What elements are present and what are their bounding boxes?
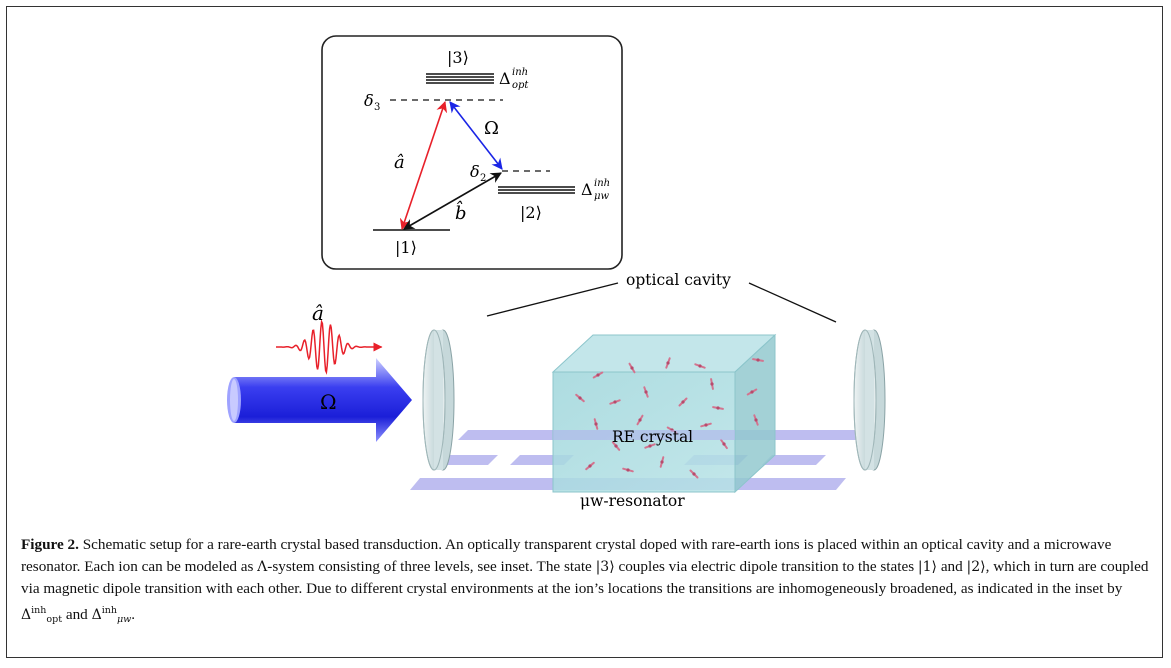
rare-earth-ion-center: [613, 400, 617, 404]
level-diagram-inset: |3⟩ Δ inh opt δ 3 δ 2 |2⟩ Δ inh μw: [321, 35, 623, 270]
caption-text-3: couples via electric dipole transition t…: [614, 557, 918, 575]
crystal-label: RE crystal: [612, 428, 693, 446]
rare-earth-ion-center: [704, 423, 708, 427]
probe-wave-packet: [276, 319, 383, 375]
probe-label: â: [312, 301, 324, 325]
b-transition-arrow: [403, 172, 502, 230]
broad-opt-sub: opt: [512, 80, 529, 91]
delta-3-label: δ: [364, 91, 374, 110]
omega-label: Ω: [484, 118, 499, 139]
caption-text-4: and: [937, 557, 967, 575]
a-hat-label: â: [394, 152, 405, 173]
broad-opt-symbol: Δ: [499, 69, 511, 88]
rare-earth-ion-center: [756, 358, 760, 362]
rare-earth-ion-center: [614, 444, 618, 448]
caption-text-2: -system consisting of three levels, see …: [267, 557, 596, 575]
left-cavity-mirror: [422, 329, 455, 471]
caption-text-6: and: [62, 605, 92, 623]
caption-ket-3: |3⟩: [595, 558, 615, 575]
rare-earth-ion-center: [750, 390, 754, 394]
caption-text-5: , which in turn are coupled via magnetic…: [21, 557, 1149, 598]
resonator-label: μw-resonator: [580, 492, 685, 510]
setup-illustration: optical cavity: [227, 271, 886, 510]
b-hat-label: b̂: [455, 199, 467, 224]
rare-earth-ion-center: [630, 366, 634, 370]
rare-earth-ion-center: [722, 442, 726, 446]
figure-illustration: |3⟩ Δ inh opt δ 3 δ 2 |2⟩ Δ inh μw: [227, 35, 886, 510]
right-cavity-mirror: [853, 329, 886, 471]
level-2-label: |2⟩: [520, 203, 542, 222]
caption-label: Figure 2.: [21, 536, 79, 553]
rare-earth-ion-center: [596, 373, 600, 377]
resonator-overlay: [553, 430, 735, 440]
cavity-pointer-right: [748, 282, 837, 323]
inset-box: [321, 35, 623, 270]
caption-delta-opt: Δinhopt: [21, 604, 63, 625]
caption-delta-mw: Δinhμw: [91, 604, 132, 625]
rare-earth-ion-center: [626, 468, 630, 472]
rare-earth-ion-center: [716, 406, 720, 410]
caption-text-7: .: [131, 605, 136, 623]
level-3-band: [426, 73, 494, 84]
rare-earth-ion-center: [710, 382, 714, 386]
figure-caption: Figure 2. Schematic setup for a rare-ear…: [21, 534, 1151, 630]
caption-text-1: Schematic setup for a rare-earth crystal…: [21, 536, 1112, 575]
rare-earth-ion-center: [594, 422, 598, 426]
caption-lambda: Λ: [257, 558, 268, 575]
rare-earth-ion-center: [660, 460, 664, 464]
delta-2-label: δ: [470, 162, 480, 181]
optical-cavity-label: optical cavity: [626, 271, 731, 289]
caption-ket-2: |2⟩: [966, 558, 986, 575]
cavity-pointer-left: [486, 282, 619, 317]
level-1-label: |1⟩: [395, 238, 417, 257]
rare-earth-ion-center: [681, 400, 685, 404]
broad-opt-sup: inh: [512, 67, 528, 78]
rare-earth-ion-center: [692, 472, 696, 476]
broad-mw-symbol: Δ: [581, 180, 593, 199]
level-3-label: |3⟩: [447, 48, 469, 67]
rare-earth-ion-center: [638, 418, 642, 422]
pump-arrow: [227, 358, 412, 442]
broad-mw-sub: μw: [594, 191, 609, 202]
broad-mw-sup: inh: [594, 178, 610, 189]
level-2-band: [498, 186, 575, 194]
rare-earth-ion-center: [588, 464, 592, 468]
rare-earth-ion-center: [644, 390, 648, 394]
delta-3-sub: 3: [374, 102, 380, 113]
rare-earth-ion-center: [578, 396, 582, 400]
rare-earth-ion-center: [648, 444, 652, 448]
rare-earth-ion-center: [698, 364, 702, 368]
rare-earth-ion-center: [754, 418, 758, 422]
re-crystal: [551, 333, 777, 494]
rare-earth-ion-center: [666, 361, 670, 365]
caption-ket-1: |1⟩: [917, 558, 938, 575]
omega-transition-arrow: [449, 101, 503, 170]
pump-label: Ω: [320, 390, 337, 414]
